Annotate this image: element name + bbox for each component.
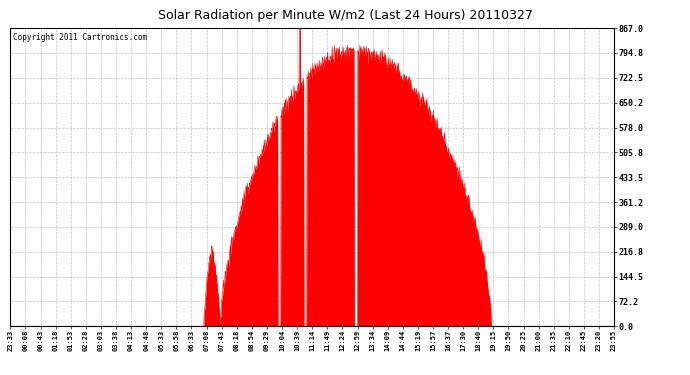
Text: Solar Radiation per Minute W/m2 (Last 24 Hours) 20110327: Solar Radiation per Minute W/m2 (Last 24…	[157, 9, 533, 22]
Text: Copyright 2011 Cartronics.com: Copyright 2011 Cartronics.com	[13, 33, 148, 42]
